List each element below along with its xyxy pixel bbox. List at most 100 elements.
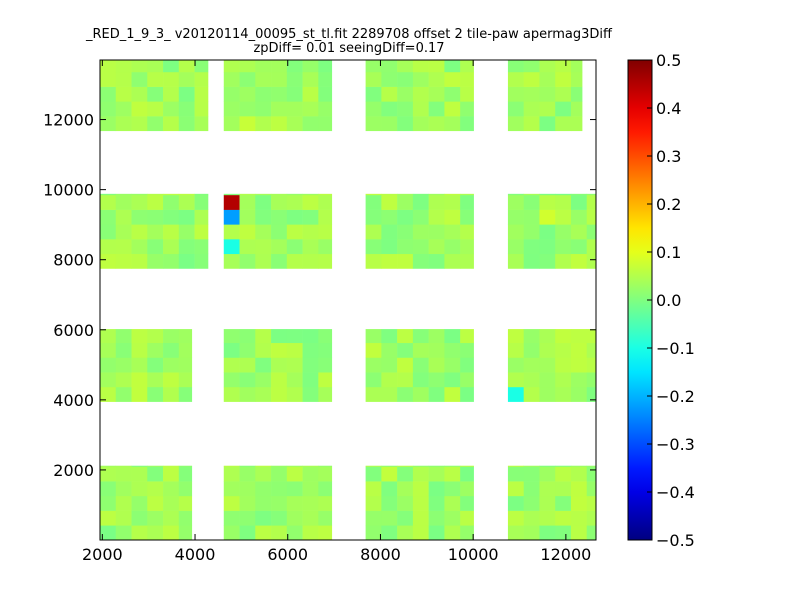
- heatmap-cell: [271, 386, 288, 402]
- heatmap-cell: [460, 525, 474, 541]
- heatmap-cell: [539, 224, 556, 240]
- y-tick-label: 4000: [53, 391, 94, 410]
- heatmap-cell: [302, 194, 319, 210]
- heatmap-cell: [365, 525, 382, 541]
- heatmap-cell: [412, 386, 429, 402]
- heatmap-cell: [302, 525, 319, 541]
- heatmap-cell: [286, 101, 303, 117]
- heatmap-cell: [131, 386, 148, 402]
- heatmap-cell: [100, 372, 117, 388]
- heatmap-cell: [255, 465, 272, 467]
- heatmap-cell: [100, 481, 117, 497]
- heatmap-cell: [255, 253, 272, 269]
- heatmap-cell: [178, 193, 195, 196]
- heatmap-cell: [523, 525, 540, 541]
- heatmap-cell: [412, 116, 429, 132]
- colorbar-tick-label: 0.5: [656, 51, 681, 70]
- heatmap-cell: [570, 224, 588, 240]
- heatmap-cell: [178, 116, 195, 132]
- heatmap-cell: [428, 224, 445, 240]
- heatmap-cell: [428, 342, 445, 358]
- heatmap-cell: [570, 510, 588, 526]
- heatmap-cell: [239, 253, 256, 269]
- heatmap-cell: [255, 86, 272, 102]
- heatmap-cell: [239, 466, 256, 482]
- heatmap-cell: [365, 342, 382, 358]
- heatmap-cell: [194, 239, 209, 255]
- heatmap-cell: [381, 510, 398, 526]
- heatmap-cell: [223, 372, 240, 388]
- heatmap-cell: [286, 329, 303, 344]
- heatmap-cell: [115, 495, 132, 511]
- heatmap-cell: [412, 101, 429, 117]
- heatmap-cell: [239, 239, 256, 255]
- heatmap-cell: [412, 481, 429, 497]
- heatmap-cell: [412, 60, 429, 73]
- heatmap-cell: [460, 193, 474, 196]
- heatmap-cell: [460, 239, 474, 255]
- heatmap-cell: [115, 194, 132, 210]
- heatmap-cell: [286, 71, 303, 87]
- heatmap-cell: [365, 116, 382, 132]
- heatmap-cell: [223, 329, 240, 344]
- heatmap-cell: [523, 372, 540, 388]
- heatmap-cell: [444, 116, 461, 132]
- heatmap-cell: [286, 116, 303, 132]
- heatmap-cell: [507, 253, 524, 269]
- heatmap-cell: [271, 253, 288, 269]
- heatmap-cell: [131, 101, 148, 117]
- heatmap-cell: [460, 481, 474, 497]
- heatmap-cell: [239, 342, 256, 358]
- heatmap-cell: [539, 386, 556, 402]
- heatmap-cell: [412, 253, 429, 269]
- x-tick-label: 4000: [175, 545, 216, 564]
- heatmap-cell: [302, 386, 319, 402]
- heatmap-cell: [365, 329, 382, 344]
- heatmap-cell: [178, 342, 193, 358]
- heatmap-cell: [163, 525, 180, 541]
- heatmap-cell: [586, 372, 597, 388]
- heatmap-cell: [460, 329, 474, 344]
- heatmap-cell: [255, 60, 272, 73]
- heatmap-cell: [460, 194, 474, 210]
- heatmap-cell: [178, 209, 195, 225]
- heatmap-cell: [507, 525, 524, 541]
- heatmap-cell: [523, 86, 540, 102]
- heatmap-cell: [147, 466, 164, 482]
- heatmap-cell: [178, 253, 195, 269]
- x-tick-label: 2000: [82, 545, 123, 564]
- heatmap-cell: [131, 481, 148, 497]
- heatmap-cell: [365, 510, 382, 526]
- heatmap-cell: [302, 86, 319, 102]
- heatmap-cell: [539, 209, 556, 225]
- heatmap-cell: [318, 193, 333, 196]
- heatmap-cell: [163, 510, 180, 526]
- heatmap-cell: [239, 193, 256, 196]
- heatmap-cell: [147, 101, 164, 117]
- heatmap-cell: [555, 60, 572, 73]
- heatmap-cell: [523, 465, 540, 467]
- heatmap-cell: [318, 357, 333, 373]
- heatmap-cell: [239, 194, 256, 210]
- chart-title-line2: zpDiff= 0.01 seeingDiff=0.17: [253, 41, 444, 56]
- heatmap-cell: [131, 495, 148, 511]
- heatmap-cell: [194, 193, 209, 196]
- heatmap-cell: [539, 239, 556, 255]
- heatmap-cell: [271, 224, 288, 240]
- heatmap-cell: [223, 510, 240, 526]
- heatmap-cell: [397, 329, 414, 344]
- heatmap-cell: [555, 465, 572, 467]
- colorbar-tick-label: 0.0: [656, 291, 681, 310]
- heatmap-cell: [381, 71, 398, 87]
- heatmap-cell: [412, 357, 429, 373]
- heatmap-cell: [255, 357, 272, 373]
- heatmap-cell: [460, 466, 474, 482]
- heatmap-cell: [271, 481, 288, 497]
- heatmap-cell: [507, 86, 524, 102]
- heatmap-cell: [381, 386, 398, 402]
- heatmap-cell: [271, 193, 288, 196]
- heatmap-cell: [523, 194, 540, 210]
- heatmap-cell: [318, 239, 333, 255]
- heatmap-cell: [115, 60, 132, 73]
- heatmap-cell: [178, 357, 193, 373]
